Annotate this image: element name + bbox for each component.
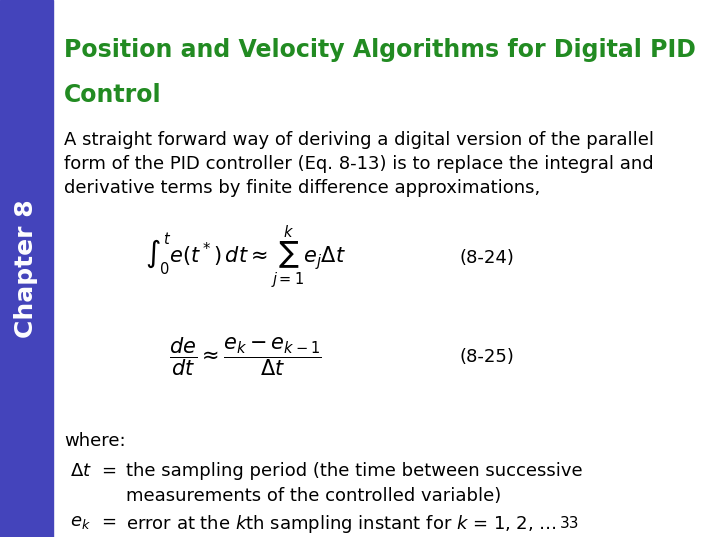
Text: $\Delta t$: $\Delta t$	[70, 462, 92, 480]
Text: error at the $k$th sampling instant for $k$ = 1, 2, …: error at the $k$th sampling instant for …	[126, 512, 557, 535]
Text: 33: 33	[559, 516, 579, 531]
Text: the sampling period (the time between successive
measurements of the controlled : the sampling period (the time between su…	[126, 462, 582, 504]
Text: Control: Control	[64, 83, 162, 107]
Text: A straight forward way of deriving a digital version of the parallel
form of the: A straight forward way of deriving a dig…	[64, 132, 654, 197]
Text: $\dfrac{de}{dt} \approx \dfrac{e_k - e_{k-1}}{\Delta t}$: $\dfrac{de}{dt} \approx \dfrac{e_k - e_{…	[169, 336, 322, 378]
Text: (8-25): (8-25)	[459, 348, 515, 366]
Text: Position and Velocity Algorithms for Digital PID: Position and Velocity Algorithms for Dig…	[64, 38, 696, 62]
Text: (8-24): (8-24)	[459, 248, 515, 267]
Text: =: =	[101, 512, 116, 531]
Text: $\int_0^t e(t^*)\,dt \approx \sum_{j=1}^{k} e_j \Delta t$: $\int_0^t e(t^*)\,dt \approx \sum_{j=1}^…	[145, 225, 346, 291]
Text: $e_k$: $e_k$	[70, 512, 91, 531]
Text: Chapter 8: Chapter 8	[14, 199, 38, 338]
Text: where:: where:	[64, 432, 126, 450]
Bar	[0, 0, 53, 537]
Text: =: =	[101, 462, 116, 480]
